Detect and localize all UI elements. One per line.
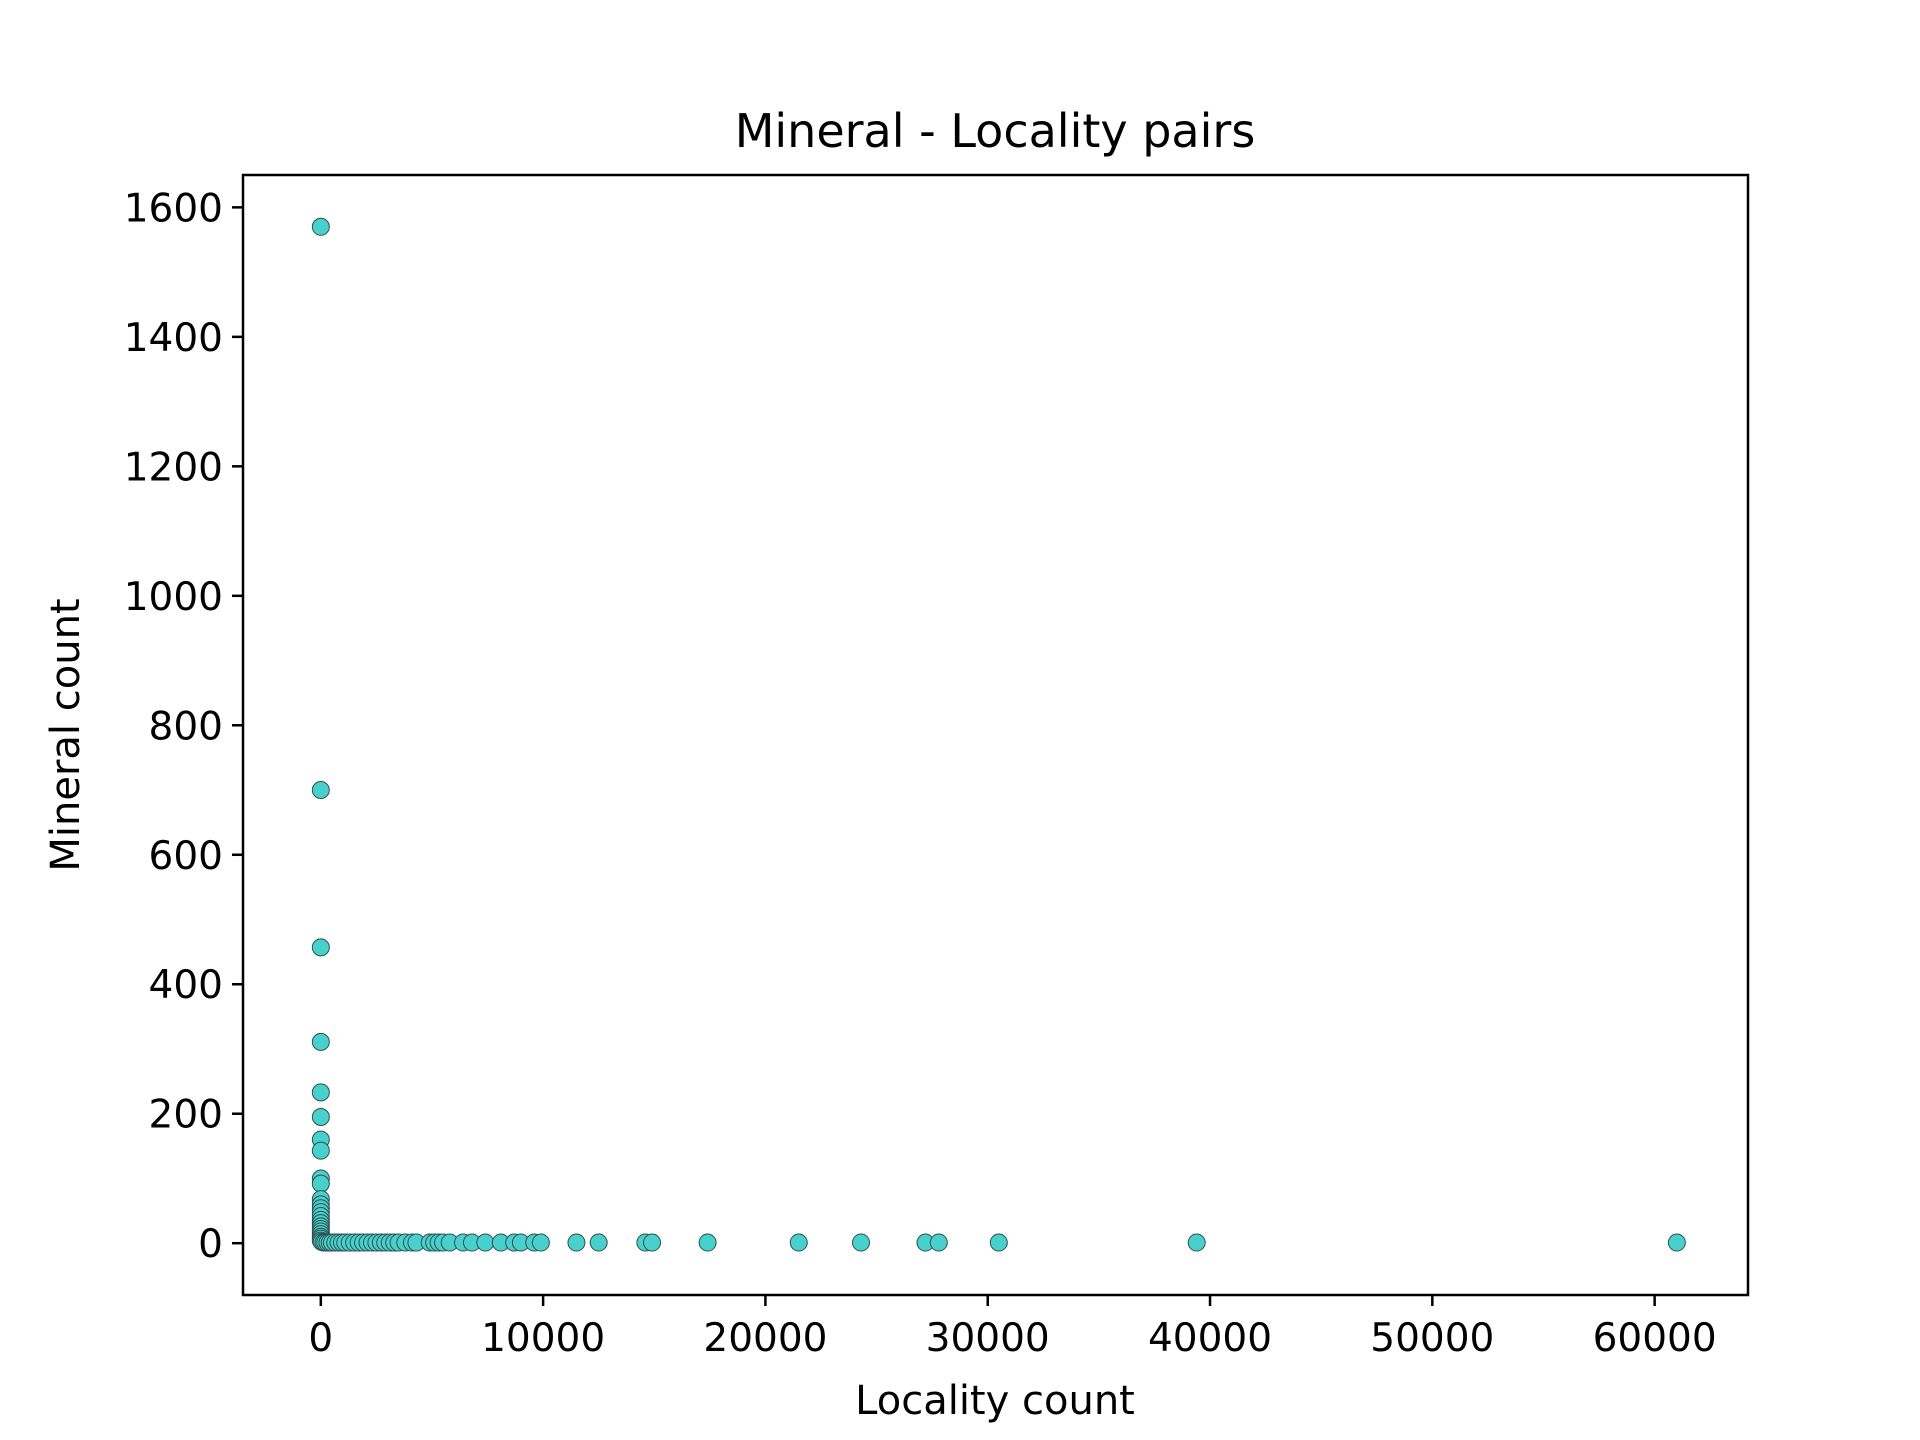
scatter-point-56 (476, 1233, 495, 1252)
x-tick-label: 20000 (703, 1316, 827, 1361)
scatter-point-70 (929, 1233, 948, 1252)
y-axis-ticks: 0 200 400 600 800 1000 1200 1400 1600 (124, 186, 243, 1267)
x-tick-label: 0 (308, 1316, 333, 1361)
scatter-point-5 (311, 1107, 330, 1126)
x-tick-label: 50000 (1370, 1316, 1494, 1361)
scatter-point-72 (1187, 1233, 1206, 1252)
y-tick-label: 1000 (124, 575, 223, 620)
y-tick-label: 1200 (124, 445, 223, 490)
scatter-point-73 (1667, 1233, 1686, 1252)
scatter-point-3 (311, 1032, 330, 1051)
scatter-point-2 (311, 938, 330, 957)
scatter-point-62 (567, 1233, 586, 1252)
x-tick-label: 30000 (926, 1316, 1050, 1361)
x-tick-label: 10000 (481, 1316, 605, 1361)
scatter-point-0 (311, 217, 330, 236)
x-tick-label: 40000 (1148, 1316, 1272, 1361)
y-axis-label: Mineral count (43, 598, 89, 871)
scatter-point-4 (311, 1083, 330, 1102)
scatter-point-63 (589, 1233, 608, 1252)
y-tick-label: 800 (149, 704, 223, 749)
y-tick-label: 400 (149, 963, 223, 1008)
scatter-point-71 (989, 1233, 1008, 1252)
y-tick-label: 0 (198, 1222, 223, 1267)
y-tick-label: 600 (149, 834, 223, 879)
x-tick-label: 60000 (1593, 1316, 1717, 1361)
plot-area-frame (241, 173, 1750, 1297)
scatter-point-68 (852, 1233, 871, 1252)
chart-title: Mineral - Locality pairs (735, 104, 1256, 158)
x-axis-label: Locality count (855, 1378, 1135, 1424)
scatter-point-66 (698, 1233, 717, 1252)
y-tick-label: 1400 (124, 316, 223, 361)
scatter-point-9 (311, 1174, 330, 1193)
scatter-point-65 (643, 1233, 662, 1252)
y-tick-label: 200 (149, 1093, 223, 1138)
x-axis-ticks: 0 10000 20000 30000 40000 50000 60000 (308, 1295, 1717, 1361)
scatter-point-1 (311, 781, 330, 800)
data-points (311, 217, 1686, 1252)
y-tick-label: 1600 (124, 186, 223, 231)
scatter-point-67 (789, 1233, 808, 1252)
scatter-point-61 (531, 1233, 550, 1252)
scatter-point-7 (311, 1141, 330, 1160)
